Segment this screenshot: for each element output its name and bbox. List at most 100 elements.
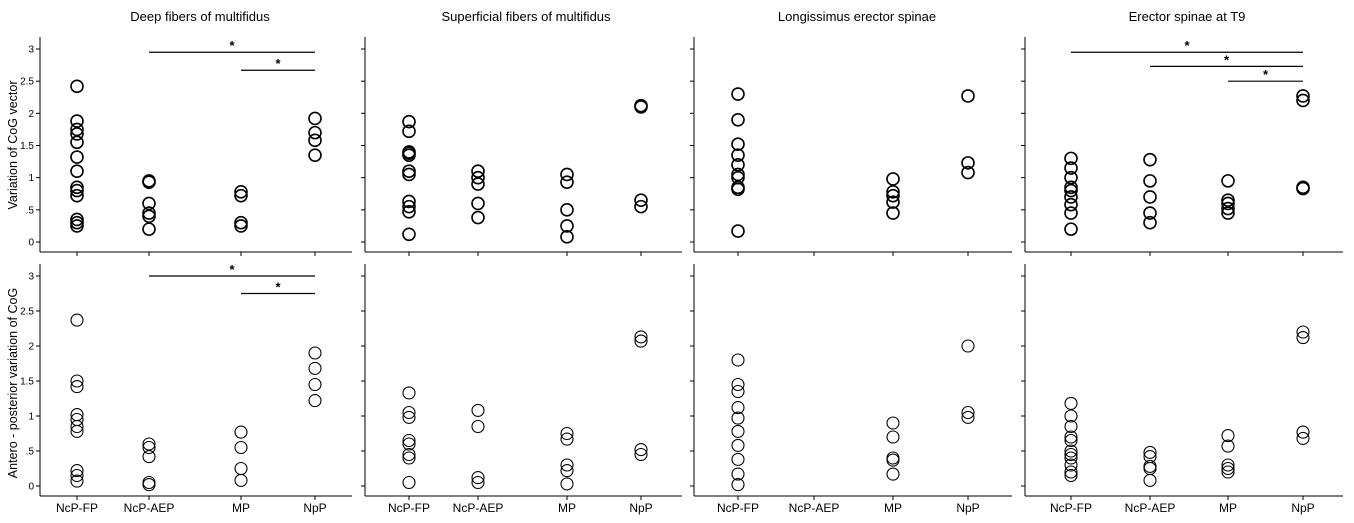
significance-star: * bbox=[1184, 38, 1190, 53]
data-point bbox=[234, 188, 248, 203]
column-title-2: Superficial fibers of multifidus bbox=[441, 9, 611, 24]
data-point bbox=[70, 424, 84, 438]
panel-8: NcP-FP NcP-AEP MP NpP bbox=[1021, 264, 1343, 515]
data-point bbox=[961, 156, 975, 170]
data-point bbox=[70, 313, 84, 327]
data-point bbox=[142, 209, 156, 224]
data-point bbox=[560, 175, 574, 189]
x-tick-label: NcP-AEP bbox=[124, 501, 175, 515]
x-tick-label: MP bbox=[232, 501, 250, 515]
data-point bbox=[1064, 409, 1078, 423]
data-point bbox=[886, 206, 900, 220]
data-point bbox=[402, 194, 416, 209]
data-point bbox=[471, 196, 485, 211]
data-point bbox=[1296, 93, 1310, 108]
x-tick-label: NcP-FP bbox=[56, 501, 98, 515]
data-point bbox=[886, 430, 900, 444]
data-point bbox=[560, 167, 574, 182]
data-point bbox=[70, 180, 84, 195]
data-point bbox=[471, 475, 485, 490]
data-point bbox=[961, 339, 975, 353]
x-tick-label: NpP bbox=[956, 501, 979, 515]
data-point bbox=[1064, 170, 1078, 185]
data-point bbox=[1064, 183, 1078, 198]
data-point bbox=[1143, 152, 1157, 167]
data-point bbox=[142, 196, 156, 211]
data-point bbox=[886, 188, 900, 203]
x-tick-label: NcP-FP bbox=[717, 501, 759, 515]
data-point bbox=[70, 79, 84, 94]
data-point bbox=[634, 334, 648, 348]
data-point bbox=[402, 447, 416, 462]
data-point bbox=[308, 361, 322, 375]
data-point bbox=[886, 195, 900, 209]
y-tick-label: 3 bbox=[28, 272, 34, 283]
row-label-top: Variation of CoG vector bbox=[6, 81, 20, 210]
data-point bbox=[234, 215, 248, 230]
data-point bbox=[1221, 465, 1235, 479]
data-point bbox=[1143, 174, 1157, 188]
significance-star: * bbox=[275, 280, 281, 295]
data-point bbox=[234, 185, 248, 199]
data-point bbox=[560, 464, 574, 478]
x-tick-label: NpP bbox=[629, 501, 652, 515]
data-point bbox=[731, 467, 745, 481]
data-point bbox=[731, 438, 745, 452]
data-point bbox=[634, 330, 648, 344]
data-point bbox=[308, 377, 322, 392]
y-tick-label: 2 bbox=[28, 109, 34, 120]
data-point bbox=[308, 111, 322, 126]
data-point bbox=[1064, 451, 1078, 465]
y-tick-label: 1 bbox=[28, 173, 34, 184]
data-point bbox=[1064, 444, 1078, 458]
data-point bbox=[70, 474, 84, 488]
data-point bbox=[70, 464, 84, 478]
panel-1: 0 .5 1 1.5 2 2.5 3 * * bbox=[20, 37, 352, 256]
panel-7: NcP-FP NcP-AEP MP NpP bbox=[690, 264, 1012, 515]
data-point bbox=[142, 222, 156, 236]
data-point bbox=[1296, 325, 1310, 339]
data-point bbox=[70, 188, 84, 203]
data-point bbox=[1064, 151, 1078, 166]
y-tick-label: 0 bbox=[28, 238, 34, 249]
data-point bbox=[402, 204, 416, 219]
data-point bbox=[402, 433, 416, 448]
data-point bbox=[70, 114, 84, 128]
data-point bbox=[731, 452, 745, 466]
data-point bbox=[1143, 445, 1157, 459]
data-point bbox=[1064, 458, 1078, 472]
data-point bbox=[471, 170, 485, 185]
data-point bbox=[234, 440, 248, 455]
data-point bbox=[560, 203, 574, 217]
data-point bbox=[961, 165, 975, 180]
data-point bbox=[1064, 419, 1078, 434]
data-point bbox=[234, 461, 248, 476]
significance-star: * bbox=[1224, 52, 1230, 67]
data-point bbox=[731, 182, 745, 197]
data-point bbox=[1064, 180, 1078, 195]
data-point bbox=[142, 478, 156, 492]
data-point bbox=[731, 167, 745, 182]
data-point bbox=[471, 471, 485, 485]
panel-2 bbox=[361, 37, 682, 256]
x-tick-label: NcP-AEP bbox=[1125, 501, 1176, 515]
data-point bbox=[731, 377, 745, 392]
data-point bbox=[234, 219, 248, 233]
data-point bbox=[70, 183, 84, 198]
data-point bbox=[142, 206, 156, 220]
data-point bbox=[560, 219, 574, 233]
data-point bbox=[886, 467, 900, 481]
data-point bbox=[70, 135, 84, 150]
data-point bbox=[1064, 433, 1078, 448]
data-point bbox=[731, 384, 745, 399]
data-point bbox=[731, 411, 745, 425]
data-point bbox=[402, 437, 416, 451]
data-point bbox=[731, 158, 745, 172]
data-point bbox=[1064, 161, 1078, 175]
significance-star: * bbox=[275, 56, 281, 71]
data-point bbox=[1143, 473, 1157, 487]
panel-3 bbox=[690, 37, 1012, 256]
x-tick-label: MP bbox=[1219, 501, 1237, 515]
data-point bbox=[308, 148, 322, 162]
